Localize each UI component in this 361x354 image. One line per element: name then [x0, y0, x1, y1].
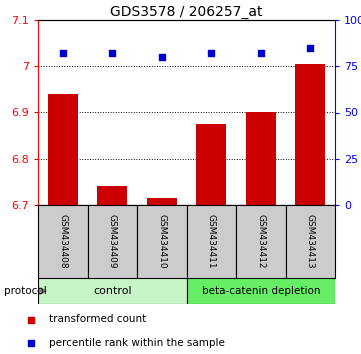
Bar	[137, 205, 187, 278]
Bar	[295, 64, 325, 205]
Point	[208, 51, 214, 56]
Point	[29, 317, 34, 322]
Bar	[38, 205, 87, 278]
Bar	[97, 187, 127, 205]
Bar	[236, 205, 286, 278]
Text: GSM434412: GSM434412	[256, 214, 265, 269]
Text: protocol: protocol	[4, 286, 46, 296]
Point	[60, 51, 66, 56]
Bar	[147, 198, 177, 205]
Text: control: control	[93, 286, 131, 296]
Text: GSM434410: GSM434410	[157, 214, 166, 269]
Point	[29, 340, 34, 346]
Text: GSM434413: GSM434413	[306, 214, 315, 269]
Text: percentile rank within the sample: percentile rank within the sample	[49, 337, 225, 348]
Text: beta-catenin depletion: beta-catenin depletion	[201, 286, 320, 296]
Bar	[286, 205, 335, 278]
Bar	[187, 278, 335, 304]
Bar	[87, 205, 137, 278]
Bar	[196, 124, 226, 205]
Text: GSM434411: GSM434411	[207, 214, 216, 269]
Title: GDS3578 / 206257_at: GDS3578 / 206257_at	[110, 5, 263, 19]
Bar	[187, 205, 236, 278]
Text: GSM434408: GSM434408	[58, 214, 67, 269]
Bar	[38, 278, 187, 304]
Bar	[246, 113, 275, 205]
Text: GSM434409: GSM434409	[108, 214, 117, 269]
Point	[159, 54, 165, 60]
Bar	[48, 94, 78, 205]
Point	[109, 51, 115, 56]
Point	[258, 51, 264, 56]
Text: transformed count: transformed count	[49, 314, 146, 325]
Point	[307, 45, 313, 51]
